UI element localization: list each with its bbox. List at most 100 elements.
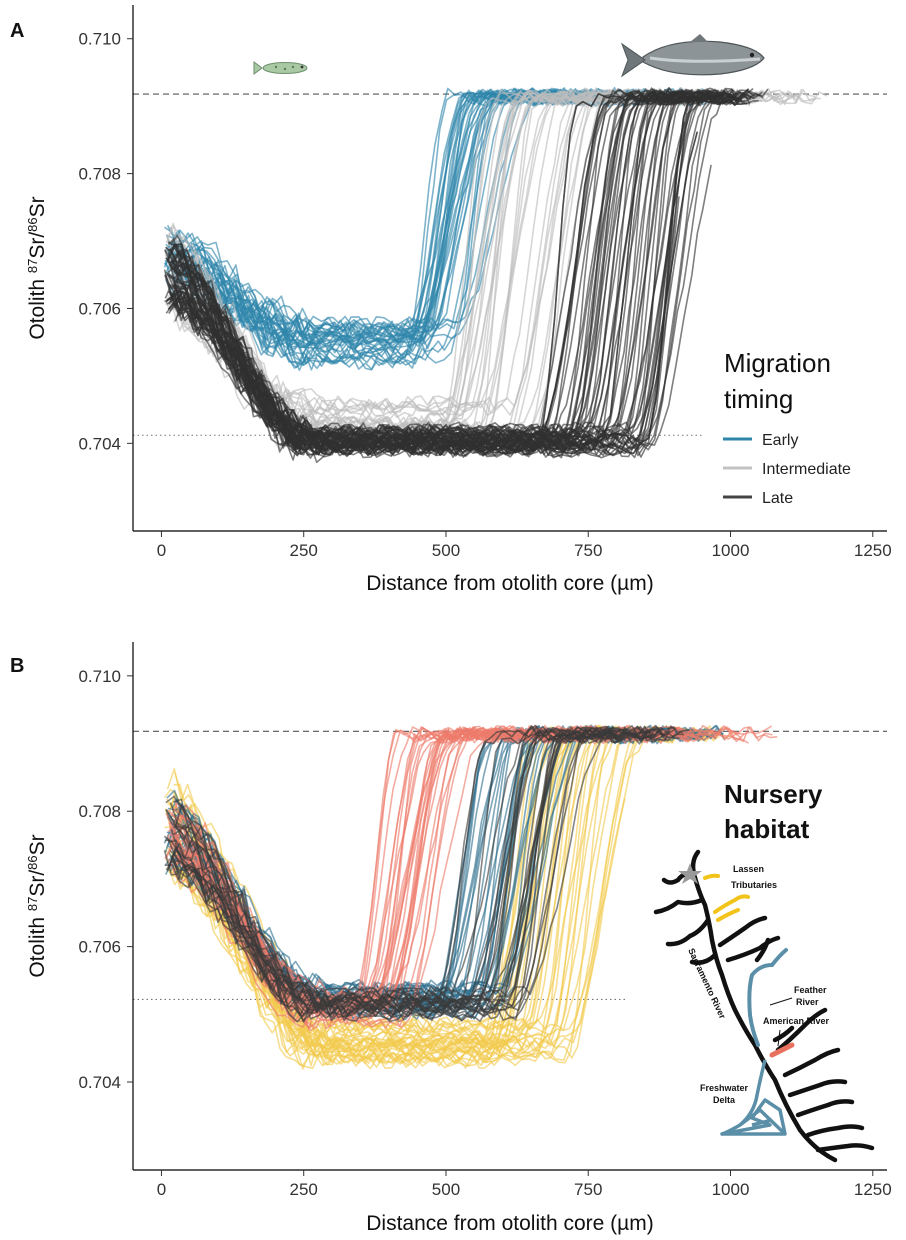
map-label-lassen-1: Lassen — [733, 864, 764, 874]
map-label-american: American River — [763, 1016, 830, 1026]
trace-freshwater-delta-20 — [174, 727, 677, 1010]
map-trib-7 — [725, 935, 781, 963]
trace-freshwater-delta-22 — [173, 725, 654, 1003]
map-lassen-3 — [716, 908, 740, 922]
map-american-river — [769, 1042, 795, 1058]
panel-a-letter: A — [10, 20, 24, 42]
ylabel-a-part4: 86 — [25, 217, 40, 231]
panel-a-x-ticks: 0 250 500 750 1000 1250 — [157, 531, 892, 560]
panel-a-y-ticks: 0.704 0.706 0.708 0.710 — [78, 30, 133, 453]
map-sacramento-main — [692, 875, 838, 1163]
panel-b-x-axis-label: Distance from otolith core (µm) — [366, 1212, 654, 1235]
map-american-pointer — [777, 1029, 781, 1047]
panel-b: B 0 250 500 750 1000 1250 0.704 0.706 0.708 0.71… — [10, 642, 892, 1235]
legend-a-title-line1: Migration — [724, 348, 831, 378]
x-tick-label-B-0: 0 — [157, 1180, 166, 1199]
map-lassen-1 — [703, 873, 720, 880]
y-tick-label-A-2: 0.708 — [78, 165, 121, 184]
x-tick-label-A-0: 0 — [157, 541, 166, 560]
map-location-star-icon — [678, 863, 702, 884]
map-trib-11 — [787, 1079, 848, 1098]
trace-late-62 — [168, 90, 690, 450]
x-tick-label-A-3: 750 — [574, 541, 602, 560]
series-freshwater-delta — [163, 724, 690, 1023]
legend-a-label-intermediate: Intermediate — [762, 461, 851, 478]
map-delta-3 — [738, 1108, 787, 1136]
trace-freshwater-delta-17 — [173, 725, 608, 1004]
ylabel-a-part5: Sr — [26, 196, 49, 217]
map-feather-pointer — [769, 997, 793, 1006]
trace-late-63 — [166, 88, 750, 457]
legend-a-title-line2: timing — [724, 384, 793, 414]
y-tick-label-A-0: 0.704 — [78, 434, 121, 453]
map-trib-5 — [689, 952, 718, 965]
panel-b-y-axis-label: Otolith 87Sr/86Sr — [25, 834, 50, 977]
map-label-delta-2: Delta — [713, 1095, 736, 1105]
trace-late-64 — [165, 96, 733, 455]
map-trib-3 — [653, 897, 705, 915]
map-delta-1 — [721, 1059, 767, 1136]
adult-salmon-icon — [620, 34, 765, 78]
legend-a-label-early: Early — [762, 432, 798, 449]
legend-a-label-late: Late — [762, 490, 793, 507]
map-delta-4 — [751, 1118, 773, 1127]
legend-b-title-line1: Nursery — [724, 779, 823, 809]
map-label-lassen-2: Tributaries — [731, 880, 777, 890]
x-tick-label-A-5: 1250 — [854, 541, 892, 560]
map-freshwater-delta — [720, 1059, 787, 1136]
map-trib-6 — [717, 915, 768, 948]
y-tick-label-B-1: 0.706 — [78, 938, 121, 957]
map-trib-8 — [754, 937, 771, 963]
trace-lassen-tributaries-12 — [164, 726, 612, 1059]
map-feather-river — [747, 948, 788, 1047]
trace-lassen-tributaries-34 — [165, 725, 678, 1067]
ylabel-b-part5: Sr — [26, 834, 49, 855]
y-tick-label-B-0: 0.704 — [78, 1073, 121, 1092]
map-label-delta-1: Freshwater — [700, 1083, 749, 1093]
panel-a-series-lines — [163, 86, 828, 464]
map-trib-14 — [815, 1143, 875, 1153]
panel-a-x-axis-label: Distance from otolith core (µm) — [366, 572, 654, 595]
y-tick-label-A-3: 0.710 — [78, 30, 121, 49]
y-tick-label-B-2: 0.708 — [78, 802, 121, 821]
x-tick-label-A-2: 500 — [432, 541, 460, 560]
ylabel-a-part3: Sr/ — [26, 232, 49, 259]
ylabel-b-part1: Otolith — [26, 911, 49, 978]
panel-b-reference-lines — [133, 730, 887, 1000]
series-late — [163, 87, 769, 464]
map-trib-9 — [775, 1007, 828, 1053]
map-label-feather-2: River — [796, 997, 819, 1007]
map-trib-10 — [782, 1047, 841, 1078]
ylabel-a-part1: Otolith — [26, 273, 49, 340]
panel-b-letter: B — [10, 655, 24, 677]
panel-b-y-ticks: 0.704 0.706 0.708 0.710 — [78, 667, 133, 1092]
ylabel-b-part4: 86 — [25, 855, 40, 869]
ylabel-b-part2: 87 — [25, 897, 40, 911]
map-river-network — [653, 849, 875, 1163]
map-trib-15 — [772, 1025, 795, 1043]
x-tick-label-B-5: 1250 — [854, 1180, 892, 1199]
map-lassen-tributaries — [703, 873, 750, 922]
x-tick-label-A-4: 1000 — [712, 541, 750, 560]
y-tick-label-A-1: 0.706 — [78, 299, 121, 318]
panel-b-series-lines — [163, 724, 778, 1070]
x-tick-label-B-3: 750 — [574, 1180, 602, 1199]
map-background — [628, 848, 878, 1166]
nursery-habitat-river-map: Lassen Tributaries Feather River America… — [628, 848, 878, 1166]
trace-freshwater-delta-24 — [163, 726, 690, 1008]
x-tick-label-B-4: 1000 — [712, 1180, 750, 1199]
map-lassen-2 — [713, 894, 750, 914]
map-trib-13 — [805, 1124, 865, 1138]
ylabel-b-part3: Sr/ — [26, 870, 49, 897]
ylabel-a-part2: 87 — [25, 259, 40, 273]
x-tick-label-B-1: 250 — [290, 1180, 318, 1199]
x-tick-label-B-2: 500 — [432, 1180, 460, 1199]
x-tick-label-A-1: 250 — [290, 541, 318, 560]
legend-b-title-line2: habitat — [724, 814, 810, 844]
panel-a-y-axis-label: Otolith 87Sr/86Sr — [25, 196, 50, 339]
map-trib-12 — [795, 1099, 855, 1118]
trace-american-river-29 — [169, 726, 641, 1030]
map-trib-4 — [665, 917, 711, 947]
y-tick-label-B-3: 0.710 — [78, 667, 121, 686]
